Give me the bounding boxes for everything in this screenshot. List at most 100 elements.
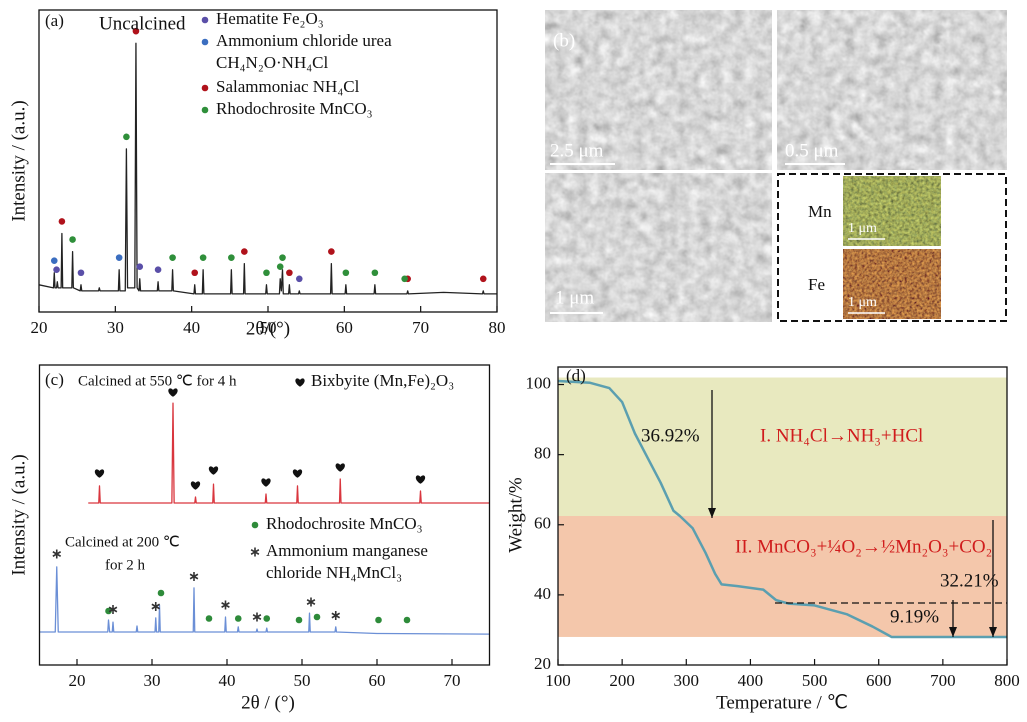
heart-marker xyxy=(168,388,178,397)
asterisk-marker xyxy=(252,612,262,622)
x-tick-label: 40 xyxy=(219,671,236,690)
scale-label: 0.5 μm xyxy=(785,140,839,161)
annotation: I. NH₄Cl→NH₃+HCl xyxy=(760,425,923,446)
scale-label: 1 μm xyxy=(848,295,877,310)
annotation: 32.21% xyxy=(940,570,999,591)
dot-marker xyxy=(286,269,293,277)
y-tick-label: 100 xyxy=(526,373,552,392)
chart: 20 30 40 50 60 70 Bixbyite (Mn,Fe)₂O₃ Rhodochro… xyxy=(8,364,491,713)
dot-marker xyxy=(115,254,123,261)
dot-marker xyxy=(313,613,321,621)
trace xyxy=(39,566,490,635)
dot-marker xyxy=(58,218,66,225)
dot-marker xyxy=(371,269,379,277)
legend-symbol xyxy=(250,547,260,557)
chart: 20 30 40 50 60 70 80 Hematite Fe₂O₃ Ammonium chl… xyxy=(8,9,505,339)
dot-marker xyxy=(295,275,303,283)
heart-marker xyxy=(415,475,426,484)
x-tick-label: 800 xyxy=(994,671,1020,690)
chart-title: Uncalcined xyxy=(99,13,186,34)
legend-label: Rhodochrosite MnCO₃ xyxy=(216,99,373,118)
annotation: Calcined at 200 ℃ xyxy=(65,534,180,550)
heart-marker xyxy=(335,463,345,472)
sem-image xyxy=(545,173,772,322)
panel-label: (a) xyxy=(45,11,64,30)
dot-marker xyxy=(276,263,284,271)
x-tick-label: 70 xyxy=(412,318,429,337)
x-tick-label: 600 xyxy=(866,671,892,690)
heart-marker xyxy=(261,478,271,487)
x-tick-label: 300 xyxy=(674,671,700,690)
heart-marker xyxy=(94,469,105,478)
x-tick-label: 60 xyxy=(369,671,386,690)
legend-label: Hematite Fe₂O₃ xyxy=(216,9,324,28)
dot-marker xyxy=(169,254,176,261)
y-axis-label: Intensity / (a.u.) xyxy=(8,454,29,575)
dot-marker xyxy=(154,266,162,274)
annotation: 9.19% xyxy=(890,606,939,627)
x-tick-label: 20 xyxy=(31,318,48,337)
band xyxy=(558,377,1007,516)
y-tick-label: 80 xyxy=(534,444,551,463)
y-tick-label: 40 xyxy=(534,584,551,603)
dot-marker xyxy=(205,615,213,622)
x-tick-label: 400 xyxy=(738,671,764,690)
dot-marker xyxy=(375,616,382,624)
legend-label: Ammonium manganese xyxy=(266,541,428,560)
dot-marker xyxy=(263,615,271,622)
x-tick-label: 40 xyxy=(183,318,200,337)
asterisk-marker xyxy=(331,611,341,620)
legend-symbol xyxy=(201,38,209,46)
dot-marker xyxy=(199,254,207,261)
mn-map xyxy=(843,176,941,246)
dot-marker xyxy=(77,269,85,277)
x-axis-label: 2θ/(°) xyxy=(246,318,290,339)
dot-marker xyxy=(123,133,130,141)
panel-label: (d) xyxy=(566,366,586,385)
plot-frame xyxy=(557,366,1008,666)
dot-marker xyxy=(263,269,270,277)
element-label: Fe xyxy=(808,275,825,294)
sem-image xyxy=(777,10,1007,170)
band xyxy=(558,516,1007,637)
asterisk-marker xyxy=(189,572,199,581)
x-tick-label: 70 xyxy=(444,671,461,690)
chart: 100 200 300 400 500 600 700 800 20 40 60 80 100 (d) Te… xyxy=(505,366,1019,713)
y-tick-label: 20 xyxy=(534,654,551,673)
dot-marker xyxy=(50,257,58,264)
scale-label: 1 μm xyxy=(555,287,594,308)
x-tick-label: 80 xyxy=(489,318,506,337)
annotation: Calcined at 550 ℃ for 4 h xyxy=(78,373,237,389)
legend-symbol xyxy=(295,378,305,387)
panel-label: (b) xyxy=(553,30,575,51)
x-tick-label: 30 xyxy=(107,318,124,337)
dot-marker xyxy=(157,589,165,597)
x-tick-label: 50 xyxy=(260,318,277,337)
x-tick-label: 30 xyxy=(144,671,161,690)
legend-symbol xyxy=(251,521,259,529)
x-axis-label: Temperature / ℃ xyxy=(716,692,848,713)
panel-label: (c) xyxy=(45,370,64,389)
x-tick-label: 60 xyxy=(336,318,353,337)
dot-marker xyxy=(105,607,112,615)
arrow-head xyxy=(989,627,997,637)
legend-label: Bixbyite (Mn,Fe)₂O₃ xyxy=(311,371,454,390)
x-tick-label: 500 xyxy=(802,671,828,690)
annotation: 36.92% xyxy=(641,425,700,446)
heart-marker xyxy=(292,469,303,478)
legend-symbol xyxy=(201,84,209,92)
asterisk-marker xyxy=(52,549,62,559)
legend-label: Ammonium chloride urea xyxy=(216,31,392,50)
dot-marker xyxy=(241,248,248,255)
y-axis-label: Intensity / (a.u.) xyxy=(8,100,29,221)
micrograph-panel: (b) 2.5 μm 0.5 μm 1 μm Mn Fe 1 μm 1 μm xyxy=(545,10,1007,322)
dot-marker xyxy=(279,254,286,261)
asterisk-marker xyxy=(151,602,161,611)
legend-label: CH₄N₂O·NH₄Cl xyxy=(216,53,329,72)
dot-marker xyxy=(401,275,408,283)
dot-marker xyxy=(136,263,144,271)
dot-marker xyxy=(234,615,242,622)
dot-marker xyxy=(479,275,487,283)
dot-marker xyxy=(53,266,60,274)
x-tick-label: 700 xyxy=(930,671,956,690)
